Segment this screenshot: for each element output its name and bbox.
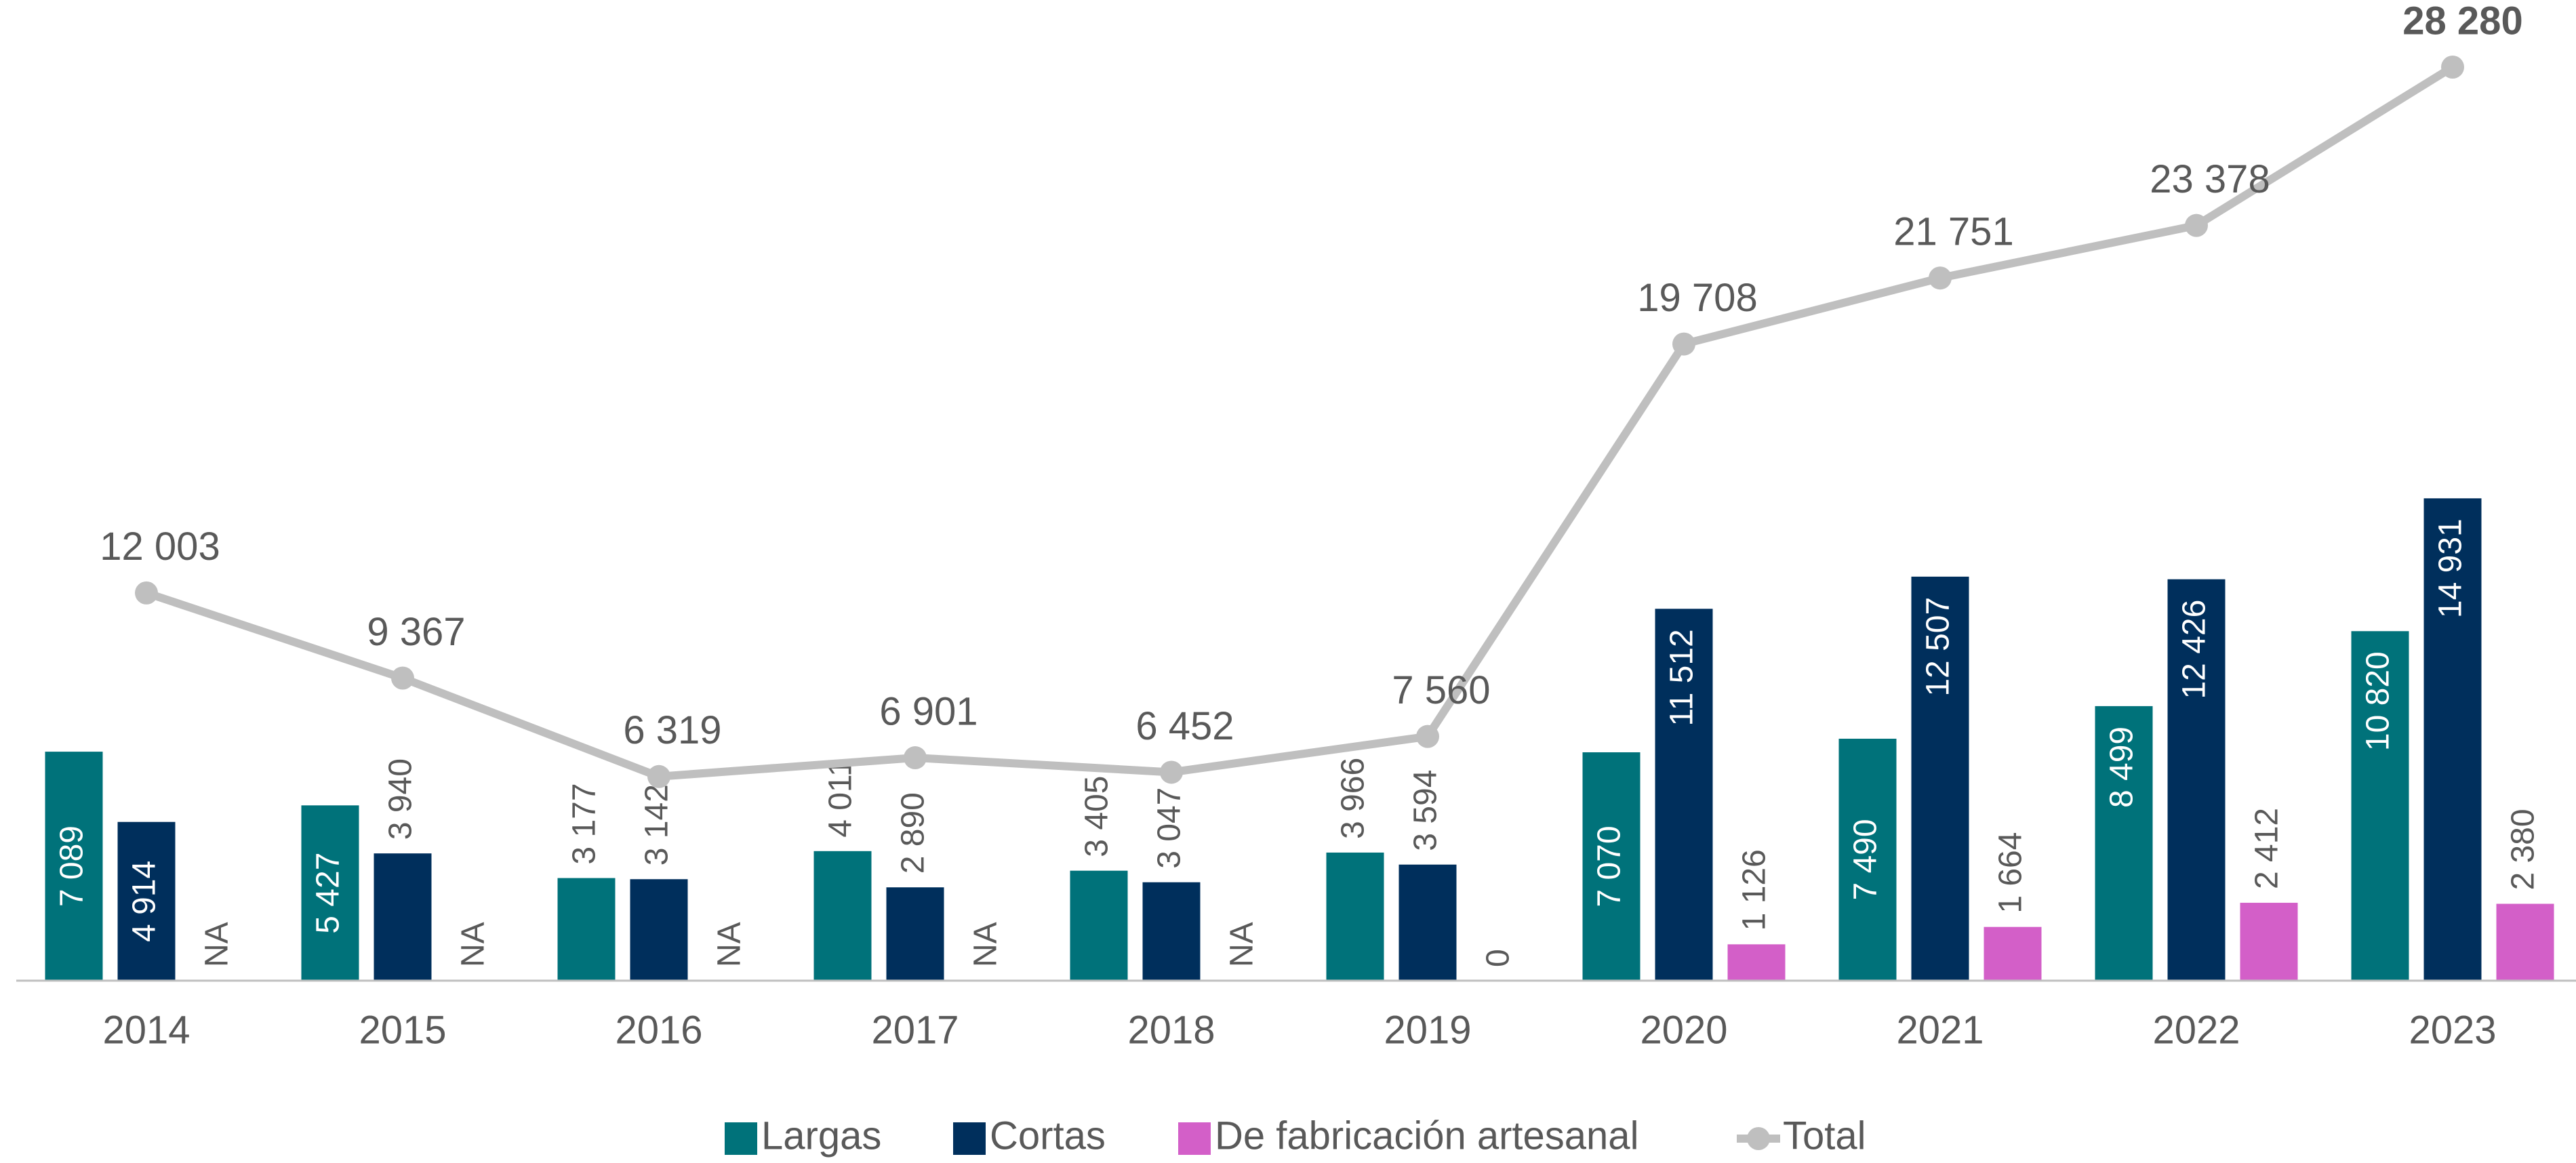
bar [2167, 579, 2226, 981]
bar [2095, 706, 2153, 981]
value-label: 9 367 [367, 610, 465, 654]
line-point [135, 581, 158, 605]
value-label: 3 047 [1152, 788, 1188, 869]
legend-swatch [725, 1122, 757, 1155]
bar [117, 821, 176, 981]
value-label: 2 412 [2249, 808, 2285, 889]
bar [1984, 926, 2042, 981]
x-tick-label: 2017 [871, 1008, 959, 1052]
value-label: 19 708 [1637, 276, 1757, 320]
x-tick-label: 2021 [1896, 1008, 1984, 1052]
line-point [1416, 725, 1439, 748]
x-tick-label: 2022 [2152, 1008, 2240, 1052]
bar [1326, 852, 1384, 981]
value-label: 3 177 [567, 783, 603, 864]
x-tick-label: 2019 [1384, 1008, 1471, 1052]
bar [374, 853, 432, 981]
bar [2351, 631, 2409, 981]
value-label: 12 507 [1920, 597, 1956, 697]
value-label: 5 427 [310, 853, 346, 934]
value-label: 3 405 [1079, 776, 1115, 857]
x-tick-label: 2018 [1127, 1008, 1215, 1052]
line [145, 63, 2455, 781]
value-label: 28 280 [2402, 0, 2522, 43]
value-label: 3 142 [639, 784, 675, 865]
value-label: 7 089 [54, 825, 90, 907]
value-label: 6 452 [1135, 704, 1234, 748]
line-point [391, 666, 414, 690]
value-label: 7 490 [1848, 819, 1884, 900]
value-label: 7 560 [1392, 668, 1490, 712]
legend-label: Total [1783, 1114, 1866, 1158]
x-tick-label: 2015 [359, 1008, 446, 1052]
bar [2423, 498, 2482, 981]
bar [1070, 870, 1128, 981]
value-label: 2 890 [895, 792, 931, 874]
bar [1142, 882, 1201, 981]
value-label: 1 126 [1737, 849, 1773, 931]
x-tick-label: 2016 [615, 1008, 702, 1052]
line-point [904, 746, 927, 770]
value-label: 12 426 [2177, 600, 2213, 699]
line-point [2185, 213, 2208, 237]
bar [301, 805, 359, 981]
bar [1582, 752, 1641, 981]
value-label: 3 966 [1335, 758, 1371, 839]
line-point [2441, 56, 2464, 79]
value-label: 7 070 [1592, 825, 1628, 907]
bar [1398, 864, 1457, 981]
value-label: 8 499 [2104, 727, 2140, 808]
bar [630, 879, 688, 981]
value-label: NA [456, 922, 491, 967]
bar [2240, 903, 2298, 981]
bar [1727, 944, 1786, 981]
line-point [1672, 332, 1695, 356]
x-tick-label: 2014 [102, 1008, 190, 1052]
x-tick-label: 2023 [2409, 1008, 2496, 1052]
value-label: 4 011 [823, 758, 859, 838]
value-label: 2 380 [2505, 809, 2541, 890]
value-label: 3 940 [383, 758, 419, 840]
value-label: 10 820 [2360, 651, 2396, 751]
value-label: 21 751 [1893, 210, 2013, 254]
legend-marker [1747, 1127, 1770, 1150]
bar [1911, 576, 1969, 981]
bar [1838, 738, 1897, 981]
legend-swatch [953, 1122, 986, 1155]
value-label: 6 319 [623, 708, 721, 752]
value-label: 23 378 [2150, 157, 2270, 201]
bar [2496, 903, 2554, 981]
value-label: NA [712, 922, 748, 967]
bar [886, 887, 944, 981]
value-label: NA [1224, 922, 1260, 967]
value-label: 12 003 [100, 525, 220, 569]
value-label: 11 512 [1664, 629, 1700, 726]
bar [813, 851, 872, 981]
value-label: 4 914 [127, 861, 163, 942]
bar [557, 878, 616, 981]
line-point [647, 764, 670, 788]
value-label: 14 931 [2433, 518, 2469, 618]
line-point [1929, 266, 1952, 290]
value-label: NA [968, 922, 1004, 967]
value-label: 6 901 [879, 689, 978, 733]
value-label: 0 [1481, 949, 1516, 967]
value-label: NA [199, 922, 235, 967]
value-label: 1 664 [1993, 832, 2029, 914]
bar [1655, 609, 1713, 981]
legend-label: De fabricación artesanal [1215, 1114, 1638, 1158]
legend-label: Largas [761, 1114, 881, 1158]
bar [45, 752, 103, 981]
line-point [1160, 760, 1183, 784]
legend-label: Cortas [990, 1114, 1106, 1158]
legend-swatch [1178, 1122, 1211, 1155]
value-label: 3 594 [1408, 770, 1444, 851]
x-tick-label: 2020 [1640, 1008, 1727, 1052]
